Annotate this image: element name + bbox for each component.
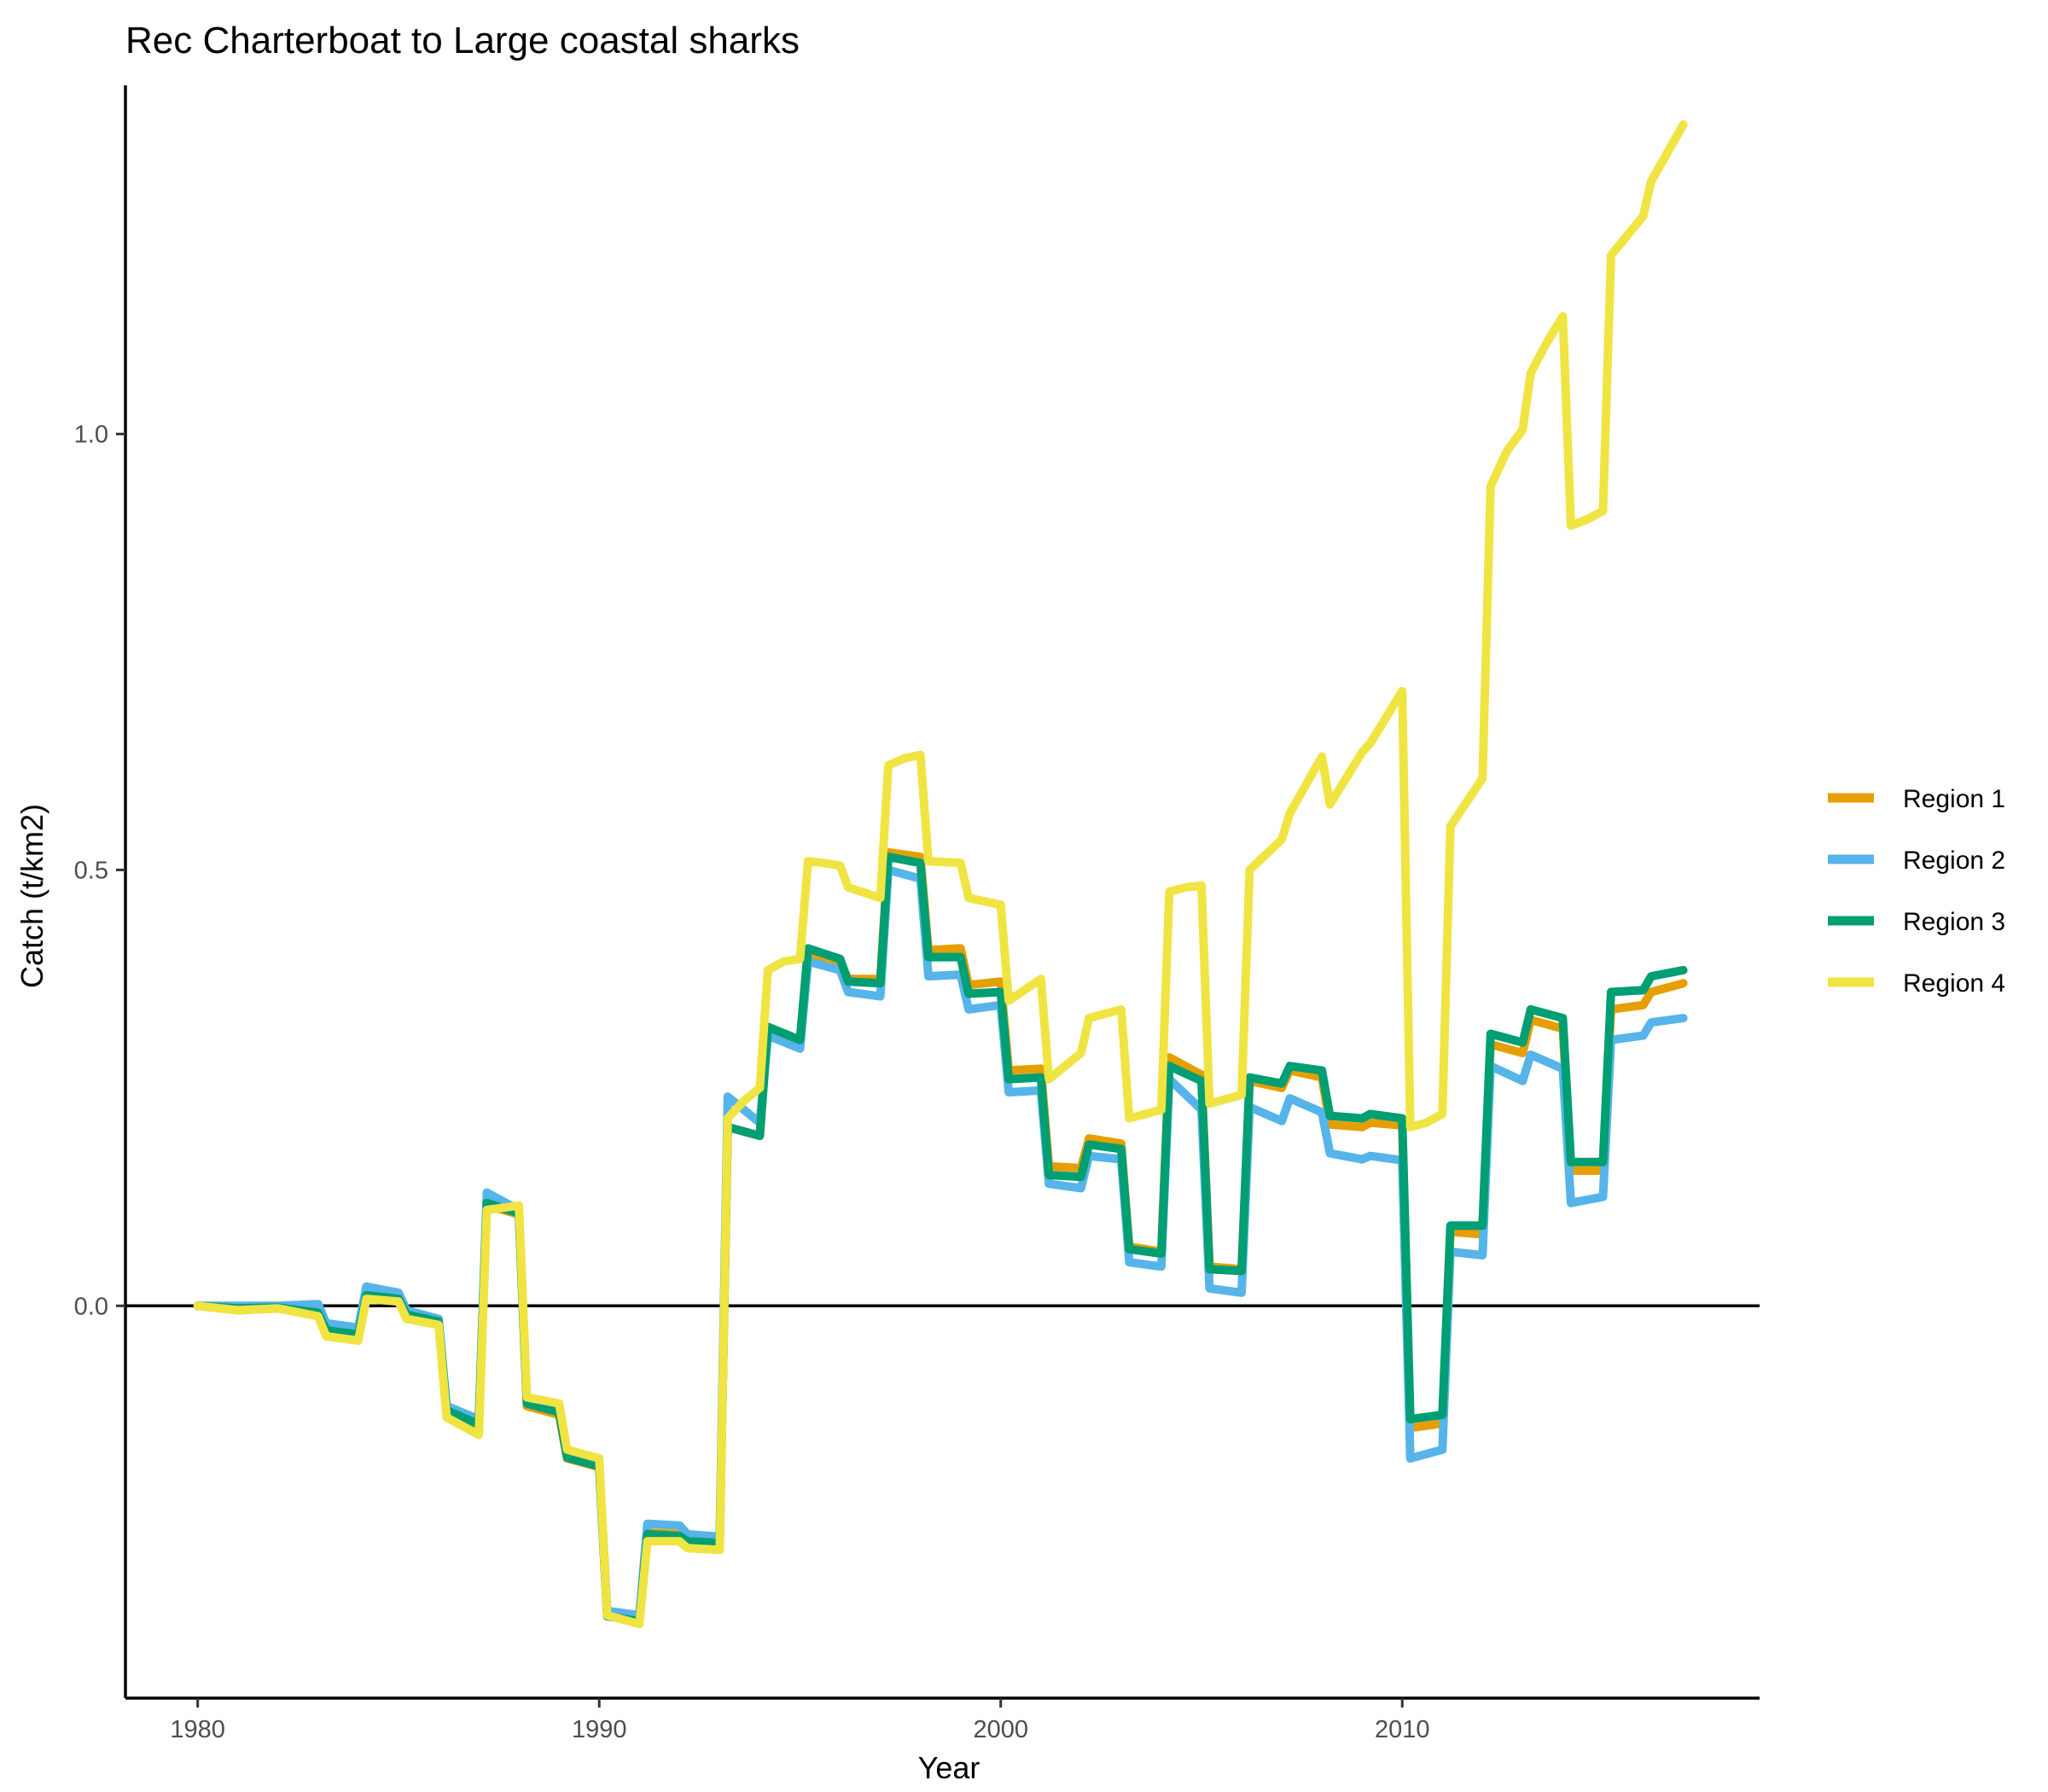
x-tick-label: 1990 xyxy=(572,1716,627,1743)
chart-title: Rec Charterboat to Large coastal sharks xyxy=(125,20,800,61)
y-tick-label: 1.0 xyxy=(74,422,108,449)
legend: Region 1 Region 2 Region 3 Region 4 xyxy=(1828,785,2005,998)
y-tick-label: 0.5 xyxy=(74,857,108,884)
legend-label-region-3: Region 3 xyxy=(1903,908,2005,936)
x-axis-title: Year xyxy=(918,1750,980,1785)
axes-layer: 1980 1990 2000 2010 0.0 0.5 1.0 xyxy=(74,85,1760,1743)
y-tick-label: 0.0 xyxy=(74,1293,108,1320)
x-tick-label: 2010 xyxy=(1375,1716,1430,1743)
series-line-region-4 xyxy=(193,120,1688,1629)
legend-label-region-1: Region 1 xyxy=(1903,785,2005,813)
series-layer xyxy=(193,120,1688,1629)
legend-label-region-2: Region 2 xyxy=(1903,847,2005,875)
legend-label-region-4: Region 4 xyxy=(1903,969,2005,998)
x-tick-label: 1980 xyxy=(170,1716,225,1743)
x-tick-label: 2000 xyxy=(973,1716,1028,1743)
y-axis-title: Catch (t/km2) xyxy=(15,804,49,988)
